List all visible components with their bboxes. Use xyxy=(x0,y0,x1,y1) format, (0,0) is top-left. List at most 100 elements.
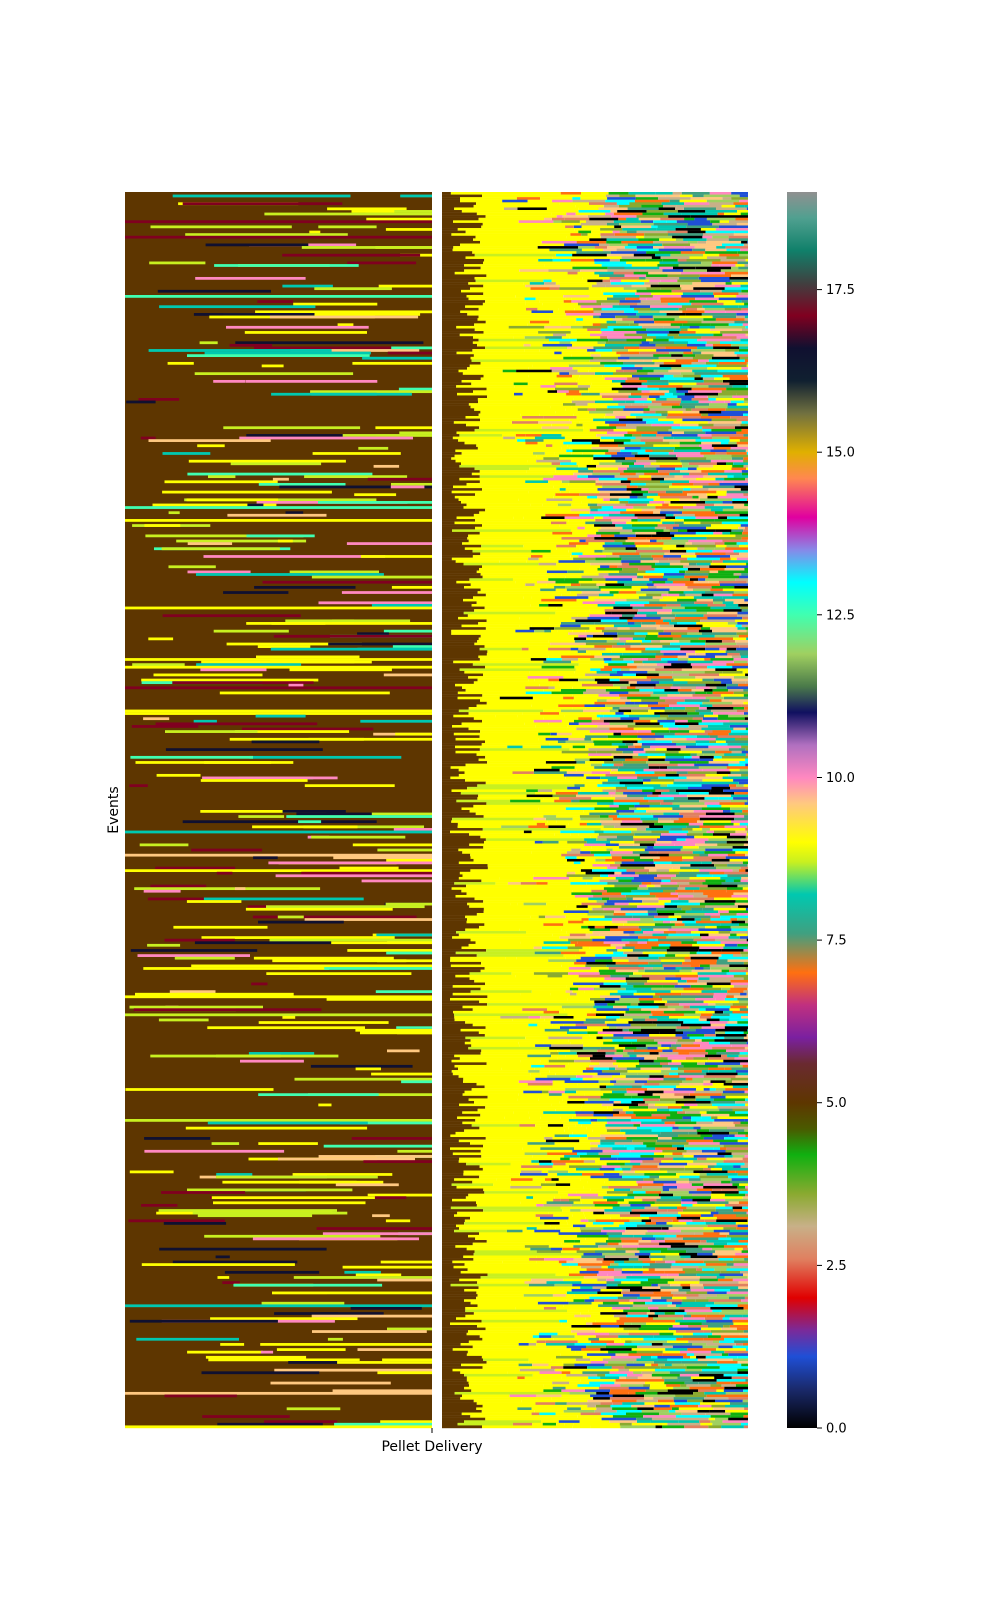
heatmap-cell xyxy=(729,719,748,723)
heatmap-cell xyxy=(452,529,571,533)
heatmap-cell xyxy=(704,310,726,314)
heatmap-cell xyxy=(732,1003,748,1006)
heatmap-cell xyxy=(728,688,744,692)
heatmap-cell xyxy=(672,707,685,710)
heatmap-cell xyxy=(518,1093,549,1097)
heatmap-cell xyxy=(442,421,454,424)
heatmap-cell xyxy=(442,215,486,218)
heatmap-cell xyxy=(638,936,667,939)
heatmap-cell xyxy=(739,544,748,548)
heatmap-cell xyxy=(730,1041,747,1045)
heatmap-cell xyxy=(461,946,534,950)
heatmap-cell xyxy=(580,869,593,873)
heatmap-cell xyxy=(606,240,622,244)
heatmap-cell xyxy=(625,379,648,383)
heatmap-cell xyxy=(716,740,726,744)
heatmap-cell xyxy=(707,495,718,499)
heatmap-cell xyxy=(582,1103,602,1107)
heatmap-cell xyxy=(604,364,635,368)
heatmap-cell xyxy=(660,616,675,620)
heatmap-cell xyxy=(327,207,407,211)
heatmap-cell xyxy=(358,446,389,450)
heatmap-cell xyxy=(442,444,477,448)
heatmap-cell xyxy=(731,820,748,824)
heatmap-cell xyxy=(612,318,623,321)
heatmap-cell xyxy=(586,776,601,780)
heatmap-cell xyxy=(730,557,737,561)
heatmap-cell xyxy=(747,946,748,950)
heatmap-cell xyxy=(620,382,642,386)
heatmap-cell xyxy=(599,462,622,466)
heatmap-cell xyxy=(465,1021,551,1024)
heatmap-cell xyxy=(550,405,572,409)
heatmap-cell xyxy=(614,871,622,875)
heatmap-cell xyxy=(213,1201,366,1205)
heatmap-cell xyxy=(599,1167,615,1171)
heatmap-cell xyxy=(591,676,620,679)
heatmap-cell xyxy=(697,346,713,350)
heatmap-cell xyxy=(677,655,689,659)
heatmap-cell xyxy=(656,585,688,589)
heatmap-cell xyxy=(565,825,572,829)
heatmap-cell xyxy=(674,521,684,525)
heatmap-cell xyxy=(700,1126,727,1130)
heatmap-cell xyxy=(656,434,672,437)
heatmap-cell xyxy=(527,382,555,386)
heatmap-cell xyxy=(662,997,696,1001)
heatmap-cell xyxy=(554,382,578,386)
heatmap-cell xyxy=(455,683,540,687)
heatmap-cell xyxy=(669,588,693,592)
heatmap-cell xyxy=(708,408,726,412)
heatmap-cell xyxy=(471,382,514,386)
heatmap-cell xyxy=(530,915,539,919)
heatmap-cell xyxy=(605,194,620,198)
heatmap-cell xyxy=(193,719,217,723)
heatmap-cell xyxy=(674,779,703,782)
heatmap-cell xyxy=(609,897,626,901)
heatmap-cell xyxy=(442,493,476,497)
heatmap-cell xyxy=(688,539,723,543)
heatmap-cell xyxy=(738,349,748,352)
heatmap-cell xyxy=(459,1103,552,1107)
heatmap-cell xyxy=(620,588,641,592)
heatmap-cell xyxy=(570,882,587,885)
heatmap-cell xyxy=(442,861,459,865)
heatmap-cell xyxy=(670,686,681,690)
heatmap-cell xyxy=(630,683,656,687)
heatmap-cell xyxy=(645,634,658,638)
heatmap-cell xyxy=(684,575,709,579)
heatmap-cell xyxy=(710,449,727,453)
heatmap-cell xyxy=(641,622,656,625)
heatmap-cell xyxy=(442,521,455,525)
heatmap-cell xyxy=(534,1067,570,1071)
heatmap-cell xyxy=(684,217,695,221)
heatmap-cell xyxy=(547,1124,564,1127)
heatmap-cell xyxy=(587,408,596,412)
heatmap-cell xyxy=(706,707,734,710)
heatmap-cell xyxy=(152,503,277,507)
heatmap-cell xyxy=(691,907,703,911)
heatmap-cell xyxy=(442,961,482,965)
heatmap-cell xyxy=(689,480,723,484)
heatmap-cell xyxy=(579,567,598,571)
heatmap-cell xyxy=(668,727,679,731)
heatmap-cell xyxy=(442,730,481,733)
heatmap-cell xyxy=(559,712,586,715)
heatmap-cell xyxy=(591,737,608,741)
heatmap-cell xyxy=(453,1010,544,1014)
heatmap-cell xyxy=(654,1103,685,1107)
heatmap-cell xyxy=(686,652,696,656)
heatmap-cell xyxy=(646,593,662,597)
heatmap-cell xyxy=(625,913,649,916)
heatmap-cell xyxy=(648,658,662,661)
heatmap-cell xyxy=(653,338,669,342)
heatmap-cell xyxy=(729,439,740,442)
heatmap-cell xyxy=(614,861,622,865)
heatmap-cell xyxy=(693,596,723,600)
heatmap-cell xyxy=(732,1108,748,1112)
heatmap-cell xyxy=(340,1121,432,1125)
heatmap-cell xyxy=(646,676,673,679)
heatmap-cell xyxy=(731,1152,748,1156)
heatmap-cell xyxy=(701,750,715,754)
heatmap-cell xyxy=(708,488,741,491)
